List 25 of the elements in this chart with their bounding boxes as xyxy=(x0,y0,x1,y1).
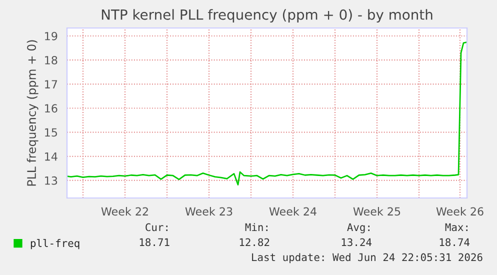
x-tick-label: Week 22 xyxy=(101,207,148,216)
y-tick-label: 19 xyxy=(45,32,58,40)
text: 18.71 xyxy=(140,238,170,246)
text: Max: xyxy=(445,223,468,232)
text: Cur: xyxy=(146,223,168,232)
text: Min: xyxy=(245,223,268,231)
y-tick-label: 16 xyxy=(45,104,58,113)
x-tick-label: Week 24 xyxy=(269,207,316,216)
y-tick-label: 15 xyxy=(45,128,57,137)
text: 13.24 xyxy=(342,238,372,246)
x-tick-label: Week 25 xyxy=(353,207,400,216)
y-tick-label: 18 xyxy=(45,56,58,64)
text: Avg: xyxy=(347,223,370,234)
x-tick-label: Week 23 xyxy=(185,207,232,216)
text: 18.74 xyxy=(440,238,470,246)
y-tick-label: 17 xyxy=(45,80,58,88)
legend-label: pll-freq xyxy=(30,238,80,250)
y-tick-label: 13 xyxy=(45,176,58,185)
x-tick-label: Week 26 xyxy=(436,207,484,216)
text: 12.82 xyxy=(240,238,270,246)
line-series xyxy=(67,42,467,186)
y-axis-title: PLL frequency (ppm + 0) xyxy=(26,40,38,186)
y-tick-label: 14 xyxy=(45,152,58,161)
chart-title: NTP kernel PLL frequency (ppm + 0) - by month xyxy=(102,9,432,23)
text: Last update: Wed Jun 24 22:05:31 2026 xyxy=(252,253,482,264)
